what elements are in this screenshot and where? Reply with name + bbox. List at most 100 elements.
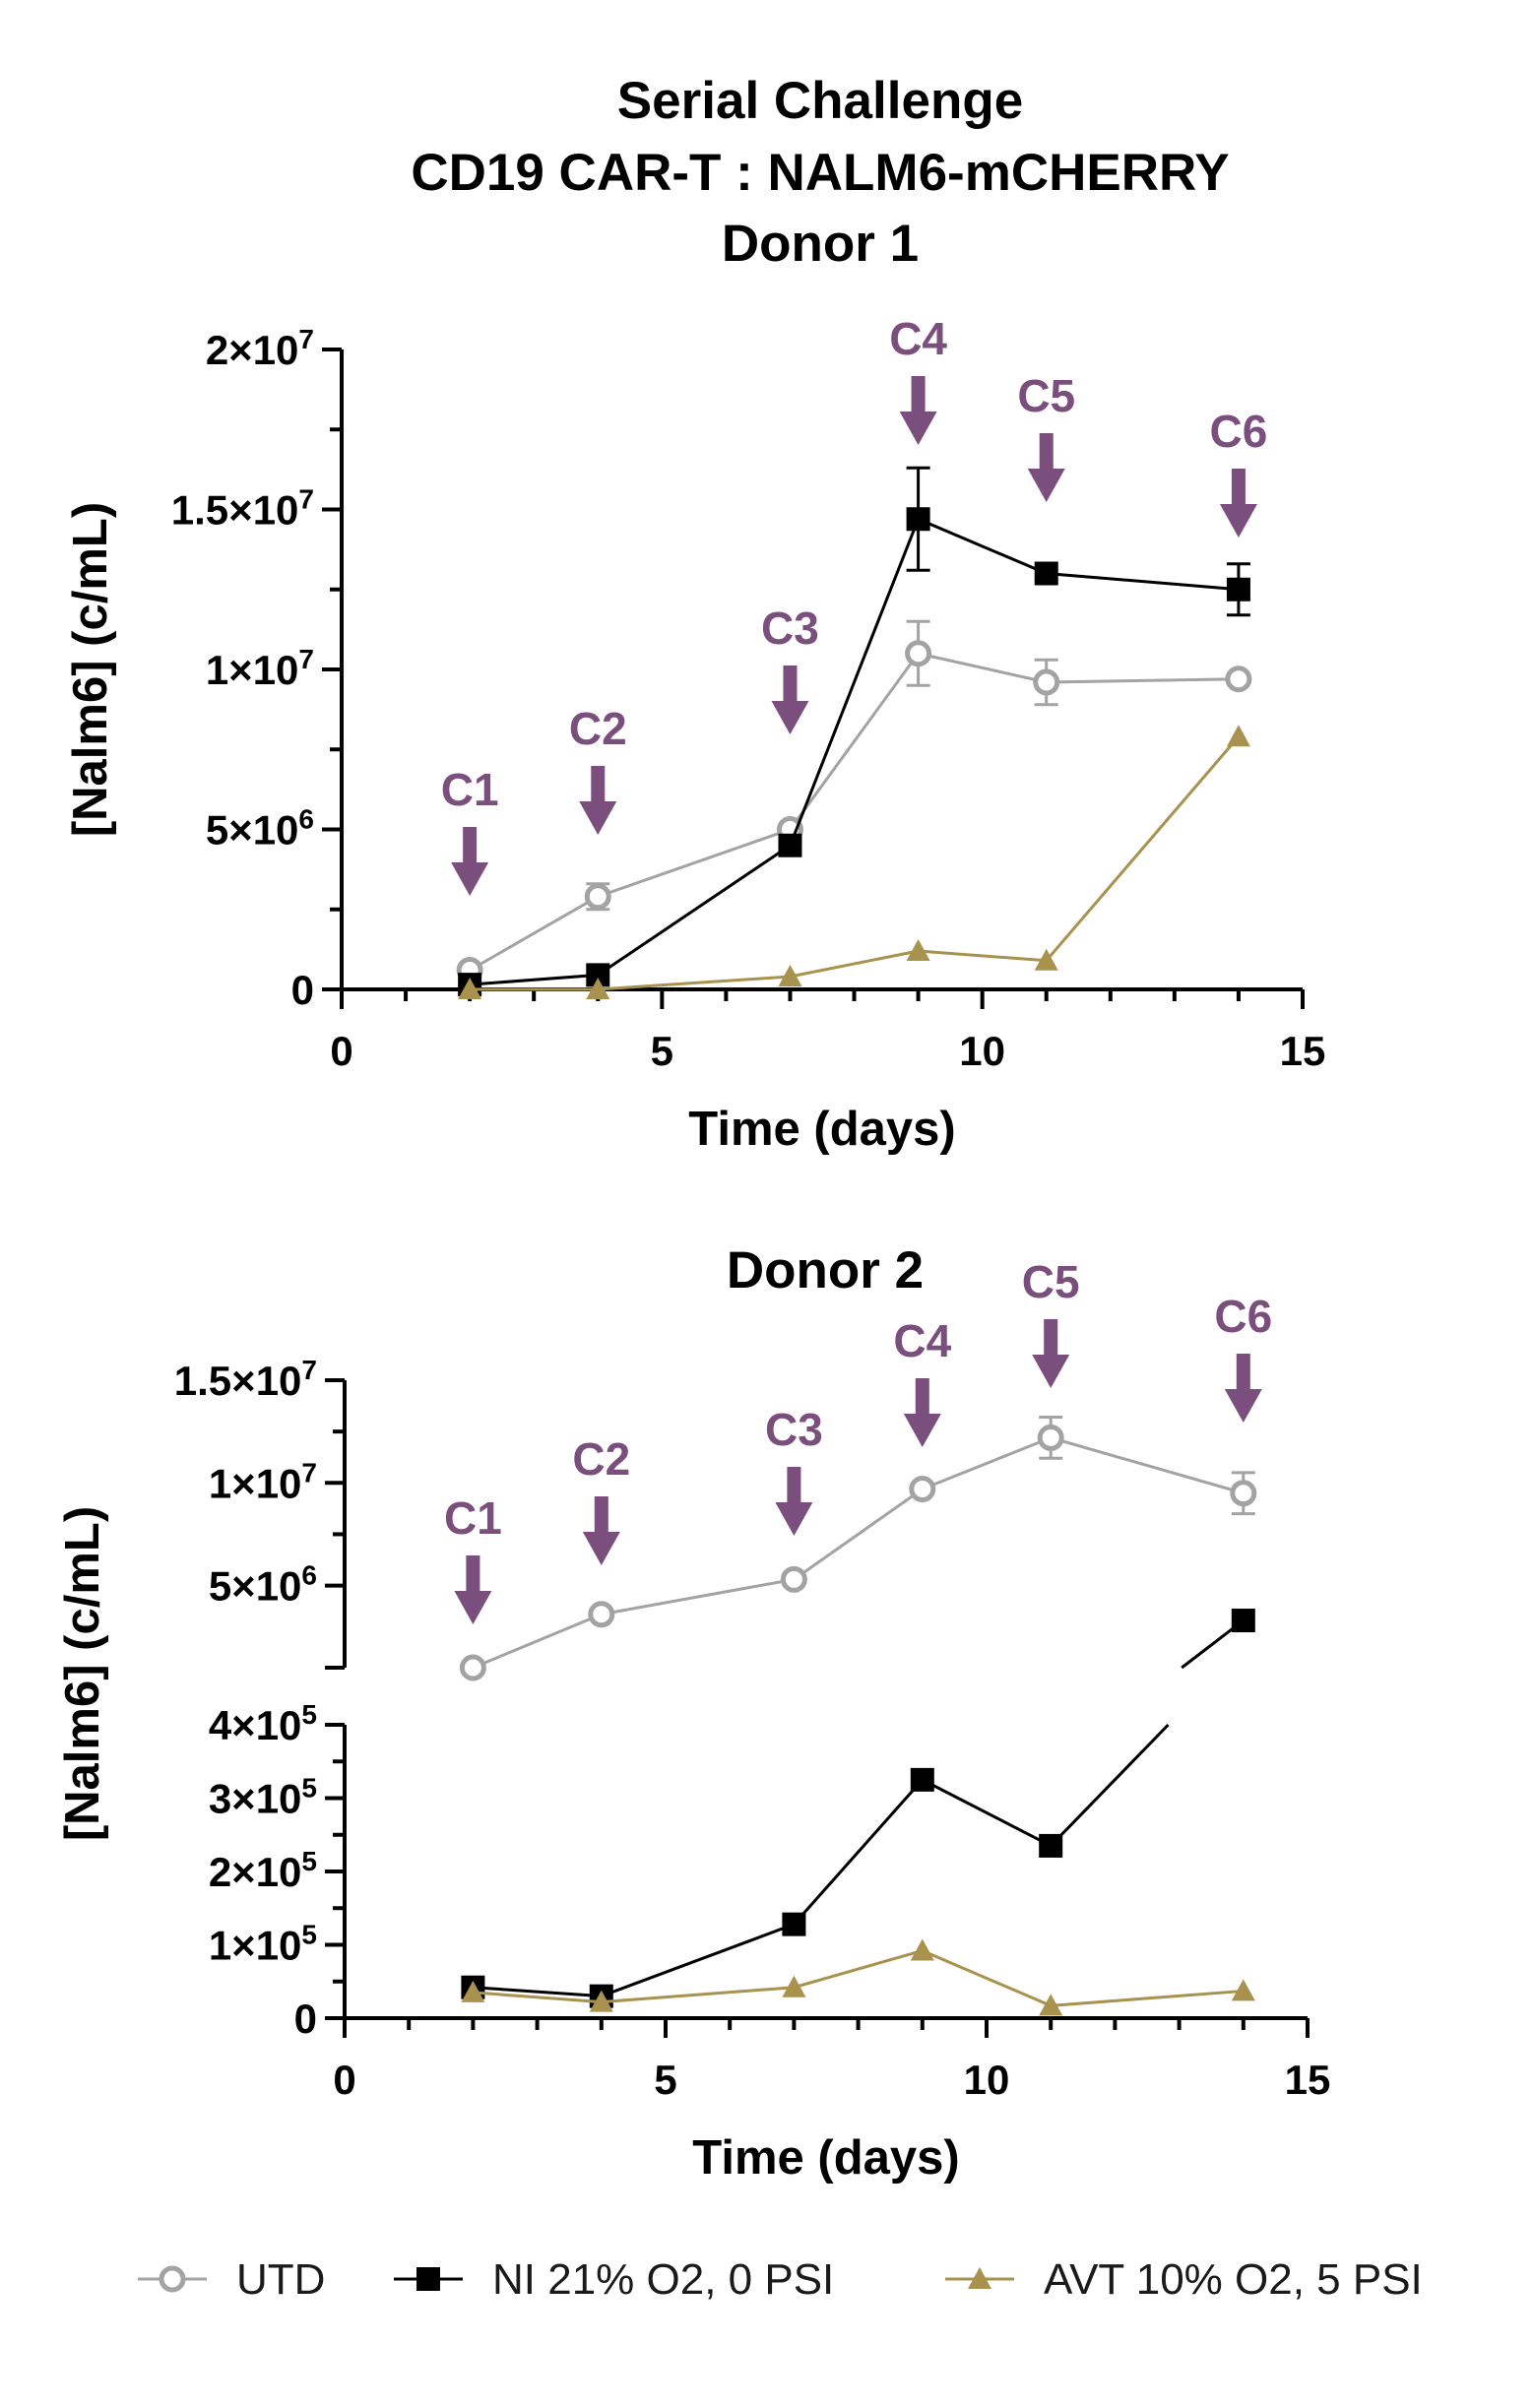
data-point xyxy=(589,1990,613,2012)
challenge-arrow-c6-head xyxy=(1219,504,1257,538)
data-point xyxy=(458,978,482,999)
series-line xyxy=(469,652,1239,972)
challenge-arrow-c3-head xyxy=(771,701,809,734)
legend-item-utd: UTD xyxy=(138,2255,325,2304)
series-ni xyxy=(458,466,1250,997)
data-point xyxy=(1039,1994,1063,2016)
data-point xyxy=(782,1975,806,1997)
challenge-arrow-c2-head xyxy=(582,1532,620,1565)
series-line xyxy=(473,1723,1170,1998)
x-tick-label: 0 xyxy=(333,2057,355,2103)
challenge-arrow-c5-head xyxy=(1032,1355,1070,1388)
x-axis-title: Time (days) xyxy=(692,2131,959,2185)
challenge-arrow-c1-shaft xyxy=(466,1555,480,1595)
y-tick-label: 2×107 xyxy=(206,324,314,373)
legend-label: UTD xyxy=(236,2255,325,2304)
y-tick-label-base: 1×10 xyxy=(209,1923,302,1969)
challenge-arrow-c1-head xyxy=(451,862,489,896)
legend-label: AVT 10% O2, 5 PSI xyxy=(1044,2255,1423,2304)
data-point xyxy=(461,1980,485,2002)
y-tick-label-base: 5×10 xyxy=(209,1563,302,1610)
challenge-arrow-c4 xyxy=(899,376,937,445)
x-tick-label: 5 xyxy=(651,1028,673,1074)
data-point xyxy=(1230,1480,1257,1507)
title-line-2: CD19 CAR-T : NALM6-mCHERRY xyxy=(411,144,1229,202)
challenge-arrow-c3-head xyxy=(775,1502,813,1536)
donor-2-panel: Donor 201×1052×1053×1054×1055×1061×1071.… xyxy=(56,1241,1330,2185)
y-tick-label-exp: 5 xyxy=(301,1920,317,1950)
data-point xyxy=(906,507,930,532)
challenge-arrow-c2 xyxy=(579,766,617,835)
y-tick-label: 1.5×107 xyxy=(174,1355,317,1404)
challenge-arrow-c1-shaft xyxy=(463,827,478,866)
challenge-arrow-c5 xyxy=(1032,1319,1070,1388)
challenge-label-c1: C1 xyxy=(444,1492,502,1544)
series-line xyxy=(470,517,1240,986)
y-tick-label: 1×107 xyxy=(206,644,314,693)
challenge-label-c6: C6 xyxy=(1214,1291,1272,1342)
data-point xyxy=(910,1938,934,1961)
challenge-label-c5: C5 xyxy=(1022,1256,1080,1307)
challenge-label-c3: C3 xyxy=(765,1404,823,1455)
y-tick-label-base: 1.5×10 xyxy=(171,487,299,534)
challenge-arrow-c4-head xyxy=(903,1414,941,1447)
y-tick-label-base: 1×10 xyxy=(206,647,299,693)
legend-item-avt: AVT 10% O2, 5 PSI xyxy=(945,2255,1423,2304)
y-tick-label-base: 1×10 xyxy=(209,1460,302,1506)
challenge-label-c1: C1 xyxy=(441,764,499,815)
challenge-arrow-c6-head xyxy=(1224,1389,1262,1423)
series-utd xyxy=(456,619,1252,983)
y-tick-label-base: 5×10 xyxy=(206,807,299,854)
challenge-label-c4: C4 xyxy=(893,1315,951,1366)
series-line xyxy=(470,735,1241,991)
challenge-arrow-c2 xyxy=(582,1496,620,1565)
legend-item-ni: NI 21% O2, 0 PSI xyxy=(394,2255,834,2304)
y-tick-label-exp: 5 xyxy=(301,1699,317,1730)
challenge-arrow-c1-head xyxy=(454,1591,492,1624)
y-tick-label-exp: 7 xyxy=(301,1457,317,1488)
challenge-label-c6: C6 xyxy=(1210,406,1268,457)
y-tick-label: 0 xyxy=(291,967,314,1013)
legend-label: NI 21% O2, 0 PSI xyxy=(492,2255,834,2304)
y-tick-label-base: 3×10 xyxy=(209,1776,302,1822)
series-line xyxy=(473,1948,1244,2007)
data-point xyxy=(1034,561,1058,586)
x-tick-label: 0 xyxy=(330,1028,352,1074)
challenge-label-c5: C5 xyxy=(1017,370,1075,421)
legend-marker xyxy=(968,2267,991,2289)
data-point xyxy=(1037,1424,1064,1451)
challenge-arrow-c3 xyxy=(775,1467,813,1536)
challenge-arrow-c2-shaft xyxy=(594,1496,608,1536)
data-point xyxy=(584,883,611,911)
challenge-arrow-c4-shaft xyxy=(911,376,926,415)
y-tick-label: 1×107 xyxy=(209,1457,317,1506)
y-tick-label-exp: 7 xyxy=(298,484,314,515)
challenge-arrow-c3-shaft xyxy=(783,665,798,705)
data-point xyxy=(905,640,932,667)
challenge-label-c3: C3 xyxy=(761,602,819,654)
data-point xyxy=(1039,1833,1063,1858)
y-tick-label: 1.5×107 xyxy=(171,484,314,534)
data-point xyxy=(906,939,930,961)
y-tick-label-exp: 5 xyxy=(301,1846,317,1876)
panel-title: Donor 2 xyxy=(727,1241,924,1299)
data-point xyxy=(1226,577,1250,602)
challenge-arrow-c6 xyxy=(1219,469,1257,538)
challenge-arrow-c3 xyxy=(771,665,809,734)
challenge-arrow-c6-shaft xyxy=(1236,1354,1250,1393)
x-tick-label: 15 xyxy=(1280,1028,1326,1074)
series-ni xyxy=(461,1609,1255,2008)
series-avt xyxy=(458,725,1250,999)
y-tick-label: 5×106 xyxy=(209,1560,317,1610)
challenge-arrow-c5-shaft xyxy=(1039,433,1054,473)
challenge-arrow-c4-head xyxy=(899,412,937,445)
data-point xyxy=(778,965,802,986)
y-tick-label-exp: 7 xyxy=(298,324,314,354)
challenge-arrow-c6-shaft xyxy=(1231,469,1246,508)
data-point xyxy=(586,978,610,999)
y-tick-label: 0 xyxy=(294,1996,317,2042)
y-tick-label: 2×105 xyxy=(209,1846,317,1895)
y-tick-label: 5×106 xyxy=(206,804,314,854)
data-point xyxy=(909,1476,936,1503)
data-point xyxy=(782,1912,806,1936)
